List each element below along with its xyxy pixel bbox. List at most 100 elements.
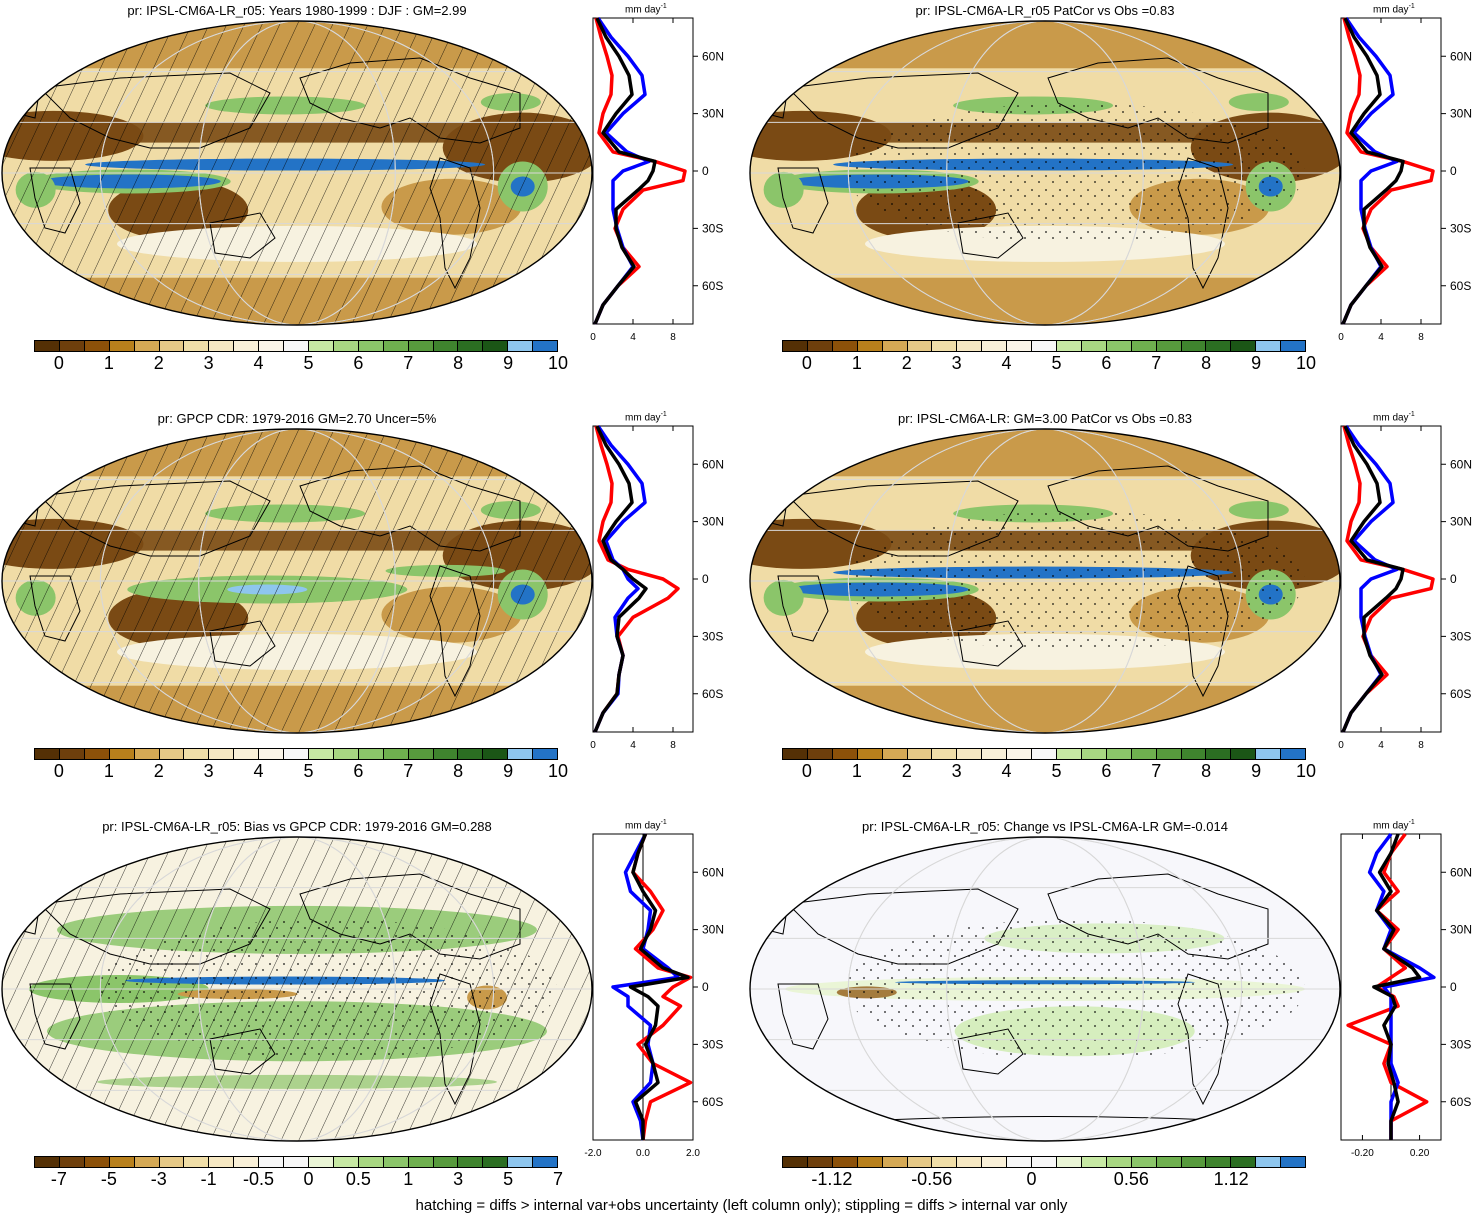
colorbar-swatch-20 — [533, 1157, 558, 1167]
colorbar-swatch-1 — [807, 1157, 833, 1167]
colorbar-label-5: 0 — [303, 1169, 314, 1189]
colorbar-swatch-19 — [1256, 749, 1282, 759]
zonal-unit-base: mm day — [625, 4, 661, 16]
zonal-xlabel-3-2: 8 — [1418, 740, 1424, 751]
colorbar-swatch-0 — [783, 749, 808, 759]
zonal-unit-label: mm day-1 — [1373, 819, 1415, 831]
colorbar-swatch-3 — [857, 341, 883, 351]
colorbar-label-5: 5 — [1051, 353, 1062, 373]
colorbar-swatch-5 — [159, 341, 185, 351]
zonal-ylabel-5-4: 60S — [1450, 1095, 1471, 1109]
zonal-unit-exp: -1 — [660, 819, 667, 826]
footer-note: hatching = diffs > internal var+obs unce… — [415, 1197, 1068, 1214]
colorbar-label-0: -7 — [50, 1169, 67, 1189]
zonal-xlabel-0-1: 4 — [630, 332, 636, 343]
colorbar-swatch-8 — [982, 1157, 1008, 1167]
colorbar-label-3: 3 — [951, 761, 962, 781]
colorbar-swatch-12 — [333, 1157, 359, 1167]
colorbar-swatch-6 — [932, 1157, 958, 1167]
colorbar — [782, 748, 1306, 760]
colorbar-swatch-12 — [1081, 749, 1107, 759]
colorbar-swatch-4 — [882, 1157, 908, 1167]
zonal-mean-plot: 60N 30N 0 30S 60S 0 4 8 — [590, 17, 724, 343]
zonal-ylabel-2-4: 60S — [702, 687, 723, 701]
colorbar-swatch-8 — [982, 341, 1008, 351]
zonal-ylabel-0-0: 60N — [702, 49, 724, 63]
zonal-ylabel-2-2: 0 — [702, 572, 709, 586]
zonal-ylabel-3-1: 30N — [1450, 515, 1472, 529]
zonal-unit-base: mm day — [1373, 4, 1409, 16]
panel-title: pr: IPSL-CM6A-LR_r05: Change vs IPSL-CM6… — [862, 819, 1228, 834]
colorbar-swatch-11 — [308, 749, 334, 759]
zonal-ylabel-0-2: 0 — [702, 164, 709, 178]
colorbar-label-7: 7 — [1151, 353, 1162, 373]
zonal-xlabel-0-0: 0 — [590, 332, 596, 343]
zonal-series-4-2 — [628, 833, 690, 1140]
colorbar-swatch-8 — [234, 341, 260, 351]
colorbar-swatch-10 — [1032, 749, 1057, 759]
colorbar-label-9: 9 — [1251, 353, 1262, 373]
zonal-mean-plot: 60N 30N 0 30S 60S 0 4 8 — [590, 425, 724, 751]
colorbar-label-8: 8 — [1201, 353, 1212, 373]
colorbar-swatch-4 — [882, 341, 908, 351]
colorbar-swatch-20 — [533, 341, 558, 351]
colorbar-swatch-16 — [433, 341, 459, 351]
robinson-map — [749, 20, 1341, 326]
colorbar-swatch-3 — [109, 749, 135, 759]
colorbar — [34, 340, 558, 352]
colorbar-label-1: -5 — [100, 1169, 117, 1189]
colorbar-swatch-9 — [259, 1157, 285, 1167]
colorbar-swatch-17 — [1206, 1157, 1232, 1167]
colorbar-label-6: 6 — [353, 353, 364, 373]
zonal-series-0-0 — [593, 17, 687, 325]
colorbar-swatch-13 — [358, 749, 384, 759]
zonal-mean-plot: 60N 30N 0 30S 60S -0.20 0.20 — [1340, 832, 1472, 1159]
colorbar-label-0: -1.12 — [811, 1169, 853, 1189]
colorbar-swatch-9 — [1007, 749, 1033, 759]
colorbar-labels: 0 1 2 3 4 5 6 7 8 9 10 — [34, 761, 568, 783]
colorbar-swatch-17 — [458, 341, 484, 351]
colorbar-swatch-0 — [35, 749, 60, 759]
colorbar-label-3: 3 — [203, 761, 214, 781]
colorbar-swatch-15 — [1156, 749, 1182, 759]
colorbar-label-9: 9 — [503, 761, 514, 781]
zonal-unit-exp: -1 — [1408, 819, 1415, 826]
colorbar-swatch-2 — [832, 1157, 858, 1167]
colorbar-label-7: 7 — [403, 353, 414, 373]
colorbar-label-1: 1 — [103, 761, 114, 781]
colorbar-swatch-19 — [1256, 341, 1282, 351]
zonal-ylabel-5-2: 0 — [1450, 980, 1457, 994]
colorbar — [34, 1156, 558, 1168]
zonal-ylabel-4-1: 30N — [702, 923, 724, 937]
colorbar-swatch-18 — [1231, 1157, 1257, 1167]
colorbar-labels: 0 1 2 3 4 5 6 7 8 9 10 — [782, 353, 1316, 375]
panel-title: pr: IPSL-CM6A-LR_r05: Bias vs GPCP CDR: … — [102, 819, 492, 834]
panel-title: pr: GPCP CDR: 1979-2016 GM=2.70 Uncer=5% — [157, 411, 437, 426]
colorbar — [34, 748, 558, 760]
colorbar-label-1: -0.56 — [911, 1169, 953, 1189]
zonal-ylabel-0-4: 60S — [702, 279, 723, 293]
colorbar-swatch-12 — [333, 749, 359, 759]
colorbar-label-0: 0 — [53, 761, 64, 781]
colorbar-swatch-15 — [1156, 1157, 1182, 1167]
colorbar-label-2: 0 — [1026, 1169, 1037, 1189]
colorbar-swatch-17 — [1206, 749, 1232, 759]
colorbar-swatch-16 — [433, 749, 459, 759]
colorbar-swatch-11 — [1056, 1157, 1082, 1167]
colorbar-label-5: 5 — [1051, 761, 1062, 781]
colorbar-label-10: 10 — [547, 353, 569, 373]
colorbar-swatch-2 — [832, 341, 858, 351]
colorbar-swatch-6 — [184, 1157, 210, 1167]
colorbar-swatch-2 — [84, 341, 110, 351]
colorbar-labels: -7 -5 -3 -1 -0.5 0 0.5 1 3 5 7 — [34, 1169, 563, 1191]
colorbar-swatch-11 — [1056, 749, 1082, 759]
zonal-unit-base: mm day — [625, 412, 661, 424]
zonal-series-5-1 — [1367, 832, 1436, 1140]
colorbar-swatch-4 — [134, 341, 160, 351]
colorbar-swatch-6 — [932, 749, 958, 759]
colorbar-swatch-17 — [458, 1157, 484, 1167]
colorbar-swatch-11 — [308, 1157, 334, 1167]
zonal-series-4-0 — [631, 833, 693, 1141]
colorbar-swatch-4 — [882, 749, 908, 759]
zonal-unit-base: mm day — [625, 820, 661, 832]
